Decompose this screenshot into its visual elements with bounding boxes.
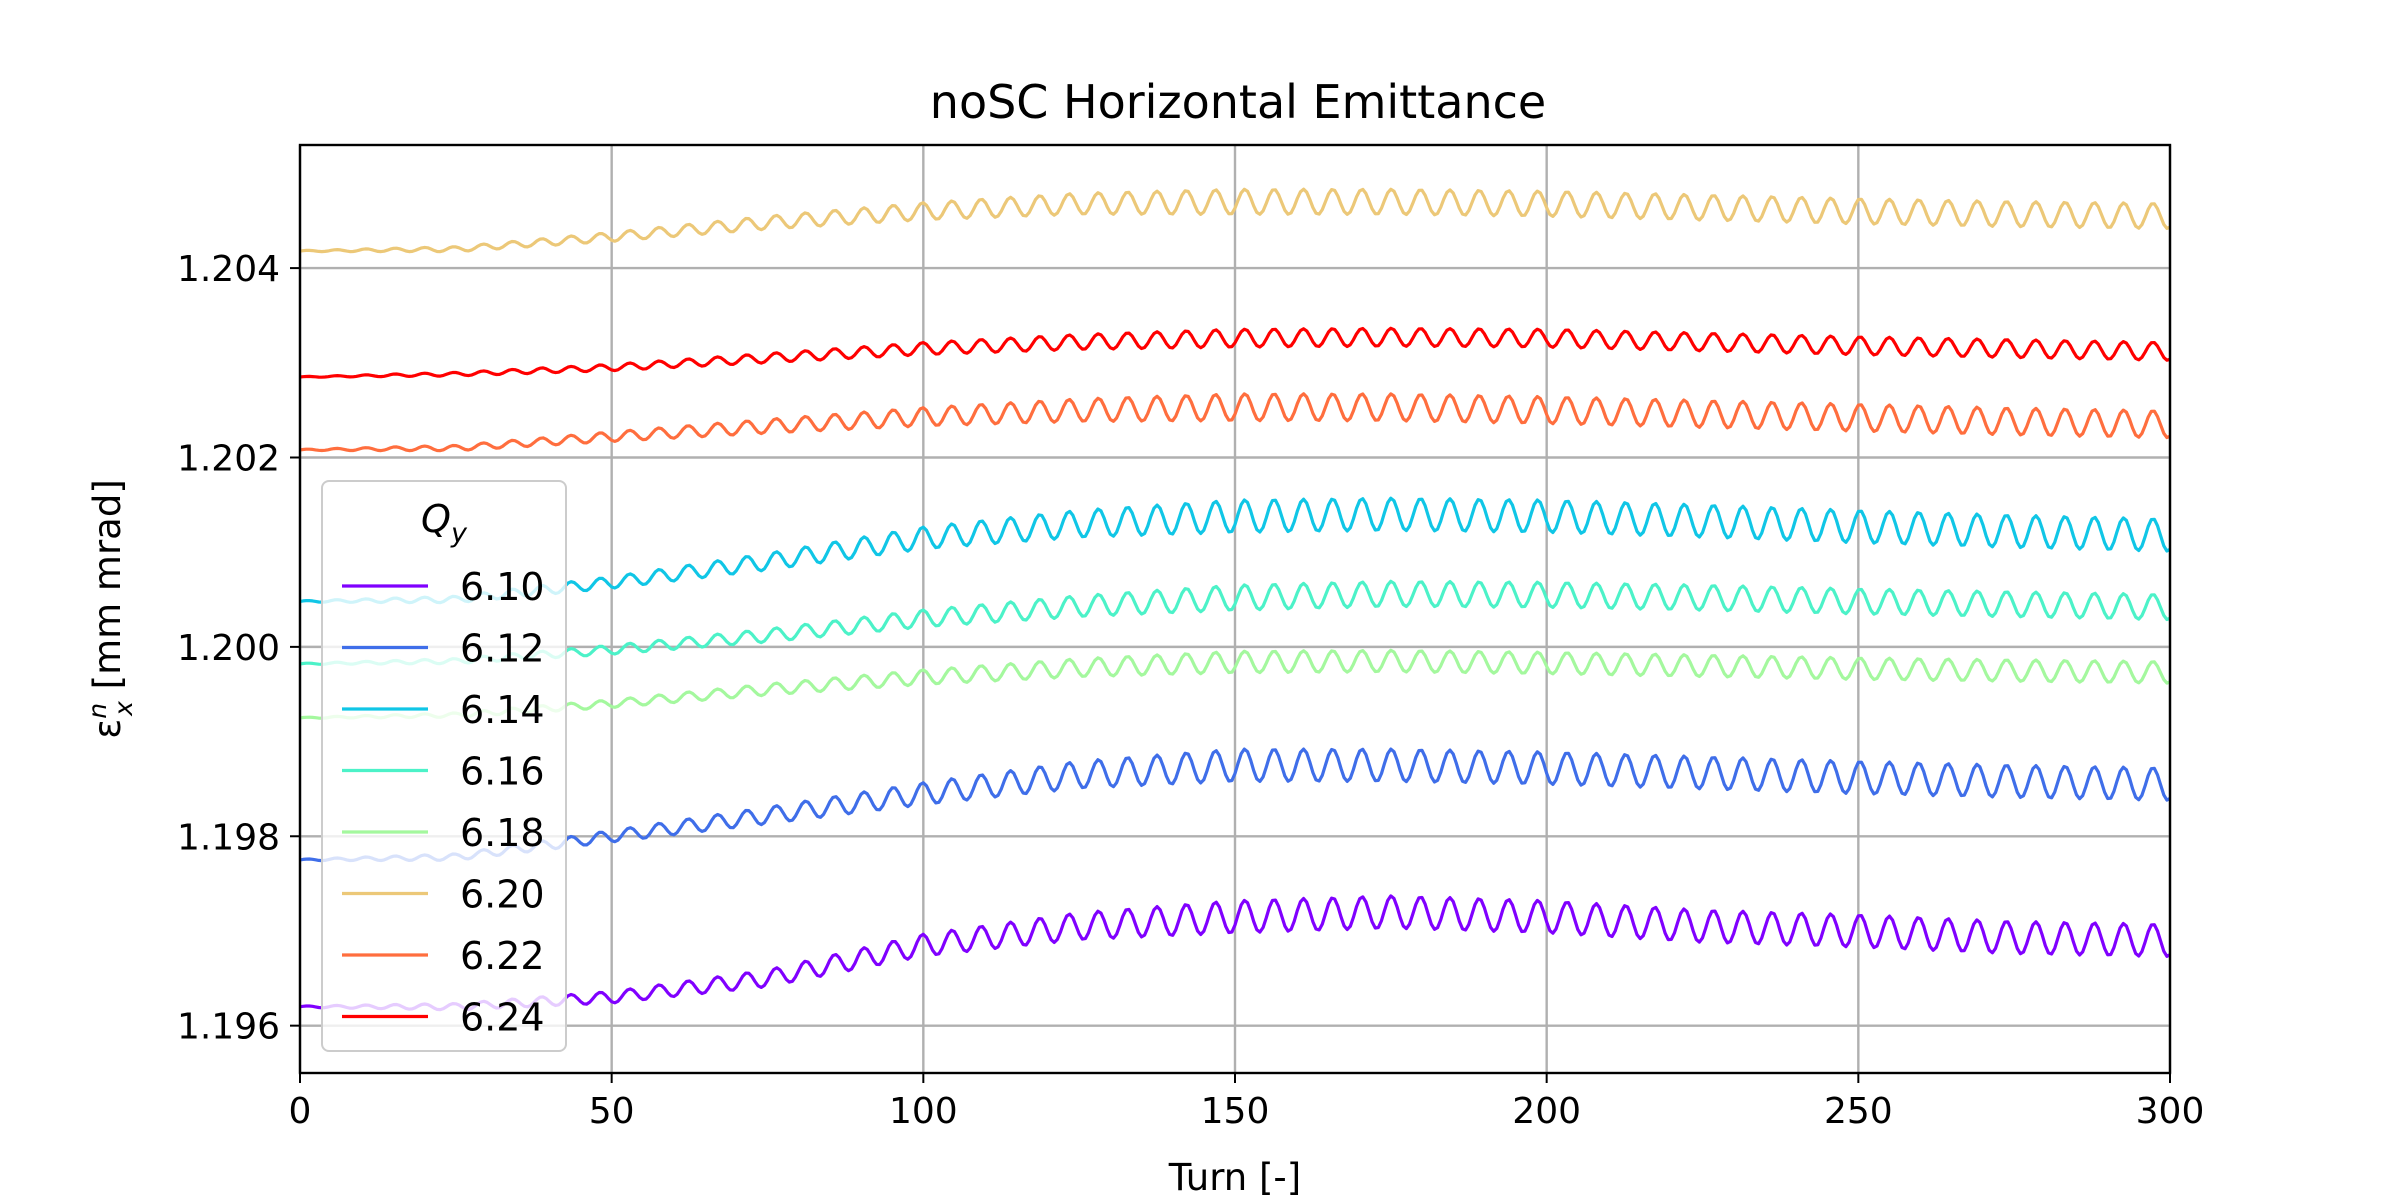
y-axis-label-superscript: n (83, 703, 112, 719)
x-tick-label: 150 (1201, 1091, 1270, 1132)
x-tick-label: 50 (589, 1091, 635, 1132)
legend-title-subscript: y (450, 518, 468, 549)
y-axis-ticks: 1.196 1.198 1.200 1.202 1.204 (177, 249, 300, 1048)
series-line-6-18 (299, 648, 2171, 720)
y-tick-label: 1.198 (177, 817, 280, 858)
x-axis-label: Turn [-] (1168, 1156, 1301, 1199)
x-axis-ticks: 0 50 100 150 200 250 300 (289, 1073, 2205, 1132)
y-tick-label: 1.204 (177, 249, 280, 290)
legend-label: 6.20 (460, 873, 545, 917)
legend-label: 6.12 (460, 627, 545, 671)
legend-box (321, 480, 567, 1052)
series-line-6-10 (299, 894, 2171, 1012)
legend-label: 6.10 (460, 565, 545, 609)
series-line-6-14 (299, 496, 2171, 605)
y-axis-label-unit: [mm mrad] (86, 479, 129, 701)
x-tick-label: 0 (289, 1091, 312, 1132)
y-axis-label-symbol: ε (86, 719, 129, 739)
legend-label: 6.22 (460, 934, 545, 978)
series-line-6-24 (299, 326, 2171, 379)
series-line-6-22 (299, 392, 2171, 453)
y-tick-label: 1.196 (177, 1007, 280, 1048)
series-line-6-16 (299, 579, 2171, 666)
legend-entries: 6.10 6.12 6.14 6.16 6.18 6.20 6.22 6.24 (342, 565, 545, 1040)
x-tick-label: 100 (889, 1091, 958, 1132)
legend-title-symbol: Q (421, 497, 451, 541)
legend-label: 6.14 (460, 688, 545, 732)
x-tick-label: 200 (1512, 1091, 1581, 1132)
series-lines (299, 187, 2171, 1012)
y-axis-label-subscript: x (109, 701, 138, 717)
legend-label: 6.24 (460, 996, 545, 1040)
chart-title: noSC Horizontal Emittance (930, 75, 1546, 129)
y-tick-label: 1.202 (177, 438, 280, 479)
legend: Qy 6.10 6.12 6.14 6.16 6.18 6.20 6.22 6.24 (321, 480, 567, 1052)
y-axis-label: εnx [mm mrad] (83, 479, 138, 739)
x-tick-label: 300 (2136, 1091, 2205, 1132)
series-line-6-20 (299, 187, 2171, 254)
y-tick-label: 1.200 (177, 628, 280, 669)
legend-title: Qy (421, 497, 468, 549)
legend-label: 6.18 (460, 811, 545, 855)
legend-label: 6.16 (460, 750, 545, 794)
series-line-6-12 (299, 747, 2171, 863)
x-tick-label: 250 (1824, 1091, 1893, 1132)
